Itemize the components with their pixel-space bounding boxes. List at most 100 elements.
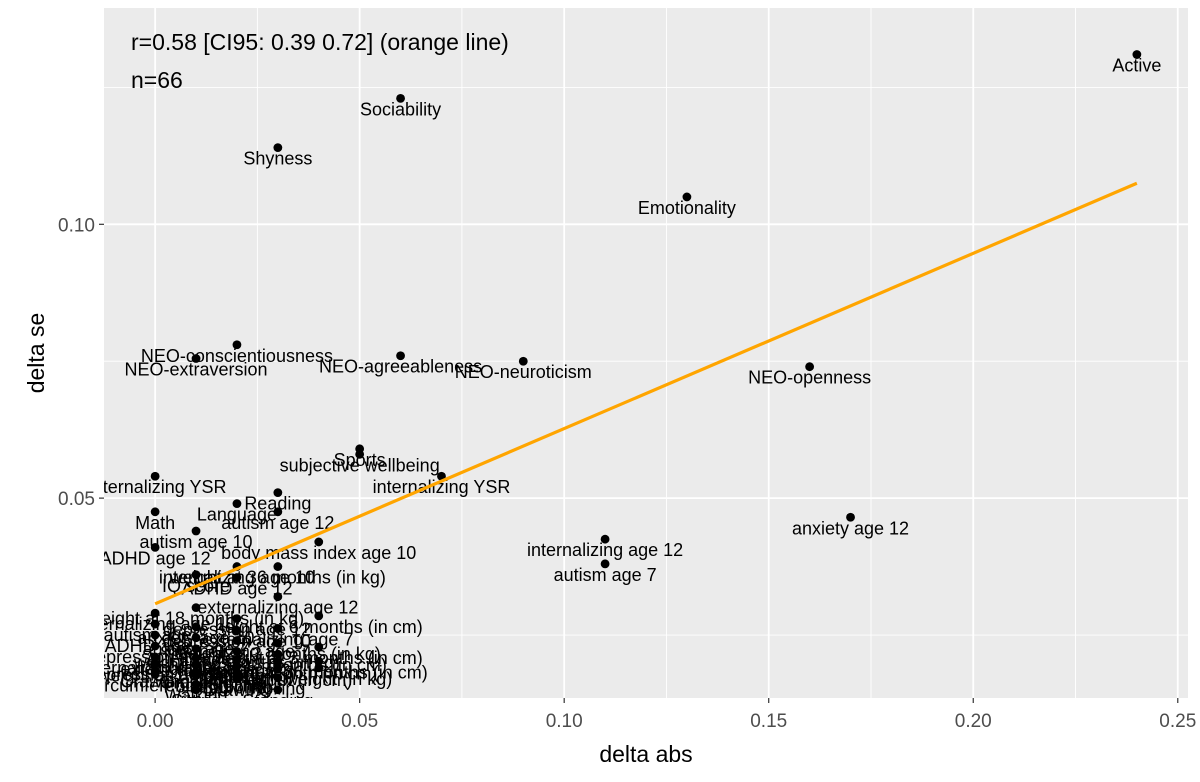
- data-point: [191, 633, 201, 643]
- data-point: [396, 93, 405, 103]
- point-label: height at 6 months (in cm): [215, 617, 423, 637]
- point-label: Emotionality: [638, 198, 736, 218]
- data-point: [150, 652, 160, 662]
- point-label: depression age 3: [86, 665, 224, 685]
- point-label: birth length (in cm): [203, 670, 352, 690]
- data-point: [273, 488, 283, 498]
- point-label: head circumference (in cm): [46, 675, 264, 695]
- x-tick-labels: 0.00 0.05 0.10 0.15 0.20 0.25: [137, 711, 1197, 732]
- point-label: depression age 12: [163, 620, 311, 640]
- data-point: [232, 647, 242, 656]
- point-label: weight at 36 months (in kg): [169, 568, 386, 588]
- data-point: [437, 471, 446, 481]
- regression-line: [154, 181, 1138, 606]
- data-point: [191, 603, 201, 613]
- point-label: weight at 3 months (in kg): [174, 644, 381, 664]
- data-point: [396, 351, 405, 361]
- data-point: [191, 622, 201, 632]
- point-label: weight at 1 month (in kg): [96, 666, 294, 686]
- data-point: [232, 661, 242, 671]
- y-tick-label: 0.10: [58, 215, 95, 236]
- data-point: [150, 608, 160, 618]
- data-point: [273, 664, 283, 674]
- data-point: [150, 619, 160, 629]
- data-point: [232, 340, 242, 350]
- annotation-correlation: r=0.58 [CI95: 0.39 0.72] (orange line): [131, 29, 509, 55]
- point-label: Reading: [244, 494, 311, 514]
- data-point: [314, 537, 324, 547]
- point-label: ADHD age 12: [181, 579, 292, 599]
- data-point: [314, 611, 324, 621]
- point-label: height at 36 months (in cm): [210, 662, 428, 682]
- point-label: NEO-extraversion: [125, 359, 268, 379]
- data-point: [191, 644, 201, 654]
- x-tick-label: 0.15: [750, 711, 787, 732]
- data-point: [150, 659, 160, 668]
- data-point: [273, 638, 283, 648]
- point-label: Grasping: [160, 673, 233, 693]
- data-point: [600, 559, 610, 569]
- point-label: internalizing age 3: [82, 658, 228, 678]
- data-point: [150, 641, 160, 651]
- point-label: anxiety age 10: [137, 628, 254, 648]
- point-label: NEO-conscientiousness: [141, 346, 333, 366]
- point-label: Standing: [242, 691, 313, 711]
- data-point: [150, 507, 160, 517]
- data-point: [150, 630, 160, 640]
- data-point: [273, 649, 283, 659]
- data-point: [150, 543, 160, 552]
- point-label: birth weight (in kg): [245, 669, 392, 689]
- point-label: height at 18 months (in cm): [169, 655, 387, 675]
- data-point: [273, 592, 283, 602]
- x-tick-label: 0.10: [546, 711, 583, 732]
- data-point: [518, 356, 528, 366]
- data-point: [805, 362, 815, 372]
- data-point: [232, 674, 242, 684]
- x-tick-label: 0.00: [137, 711, 174, 732]
- point-label: anxiety age 3: [183, 661, 290, 681]
- plot-area: Active Sociability Shyness Emotionality NEO-…: [46, 50, 1161, 711]
- point-label: Sports: [334, 450, 386, 470]
- data-points: [150, 50, 1142, 695]
- point-label: anxiety age 12: [792, 518, 909, 538]
- point-label: depression age 7: [86, 647, 224, 667]
- data-point: [232, 573, 242, 582]
- minor-gridlines: [104, 8, 1188, 698]
- point-label: Active: [1112, 56, 1161, 76]
- data-point: [273, 562, 283, 571]
- point-label: height at 1 month (in cm): [178, 663, 377, 683]
- data-point: [273, 624, 283, 633]
- point-label: ADHD age 7: [105, 636, 206, 656]
- point-label: depression age 10: [163, 632, 311, 652]
- point-label: Crawling: [120, 672, 190, 692]
- point-label: subjective wellbeing: [280, 455, 440, 475]
- point-label: Shyness: [243, 149, 312, 169]
- point-label: NEO-neuroticism: [455, 362, 592, 382]
- point-label: externalizing age 10: [75, 614, 236, 634]
- point-label: internalizing age 7: [164, 642, 310, 662]
- data-point: [191, 526, 201, 536]
- point-label: Sociability: [360, 99, 441, 119]
- data-point: [273, 658, 283, 667]
- annotation-n: n=66: [131, 67, 183, 93]
- point-label: Babbling: [202, 678, 272, 698]
- data-point: [314, 663, 324, 673]
- point-label: externalizing age 7: [202, 629, 353, 649]
- data-point: [600, 534, 610, 544]
- data-point: [191, 660, 201, 669]
- point-label: Sitting: [171, 691, 221, 711]
- x-tick-label: 0.05: [341, 711, 378, 732]
- data-point: [682, 192, 692, 202]
- data-point: [191, 653, 201, 663]
- data-point: [273, 143, 283, 153]
- point-label: autism age 12: [221, 513, 334, 533]
- point-label: internalizing age 10: [159, 568, 315, 588]
- y-tick-labels: 0.05 0.10: [58, 215, 95, 510]
- axis-ticks: [99, 223, 1179, 703]
- y-axis-title: delta se: [23, 313, 49, 394]
- data-point: [232, 626, 242, 636]
- point-label: NEO-agreeableness: [319, 357, 482, 377]
- data-point: [314, 642, 324, 652]
- data-point: [1132, 50, 1142, 59]
- point-label: autism age 10: [139, 532, 252, 552]
